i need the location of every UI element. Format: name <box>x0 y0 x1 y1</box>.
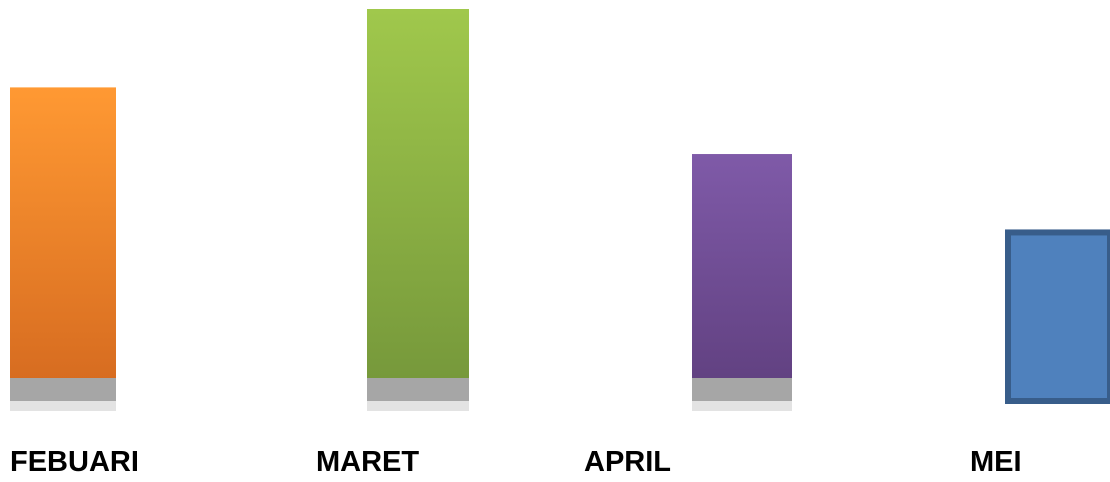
bar-base-febuari <box>10 378 116 401</box>
bar-group-mei <box>1005 229 1110 404</box>
category-label-maret: MARET <box>316 446 420 478</box>
bars-layer <box>10 9 1110 411</box>
bar-febuari <box>10 87 116 402</box>
bar-group-april <box>692 154 792 411</box>
bar-base-april <box>692 378 792 401</box>
bar-april <box>692 154 792 401</box>
category-label-mei: MEI <box>970 446 1022 478</box>
bar-base-maret <box>367 378 469 401</box>
bar-reflection-maret <box>367 401 469 411</box>
bar-maret <box>367 9 469 401</box>
bar-group-febuari <box>10 87 116 411</box>
category-label-febuari: FEBUARI <box>10 446 139 478</box>
category-label-april: APRIL <box>584 446 671 478</box>
bar-mei <box>1005 229 1110 404</box>
bar-group-maret <box>367 9 469 411</box>
bar-reflection-febuari <box>10 401 116 411</box>
bar-reflection-april <box>692 401 792 411</box>
